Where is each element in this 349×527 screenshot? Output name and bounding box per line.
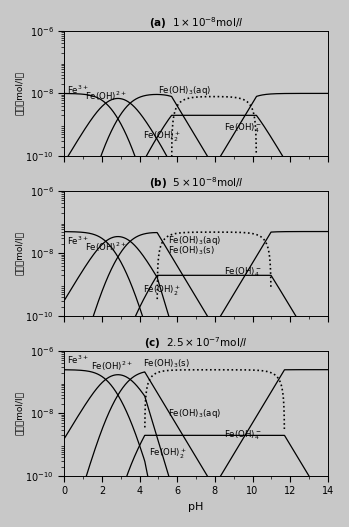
Text: $\mathrm{Fe(OH)_2^+}$: $\mathrm{Fe(OH)_2^+}$ bbox=[143, 284, 181, 298]
Text: $\mathrm{Fe(OH)}^{2+}$: $\mathrm{Fe(OH)}^{2+}$ bbox=[85, 90, 127, 103]
Text: $\mathrm{Fe(OH)_4^-}$: $\mathrm{Fe(OH)_4^-}$ bbox=[224, 428, 262, 442]
Y-axis label: 濃度（mol/l）: 濃度（mol/l） bbox=[15, 71, 24, 115]
Text: $\mathrm{Fe(OH)_4^-}$: $\mathrm{Fe(OH)_4^-}$ bbox=[224, 121, 262, 134]
Title: $\bf{(b)}$  $5\times10^{-8}$mol$/l$: $\bf{(b)}$ $5\times10^{-8}$mol$/l$ bbox=[149, 175, 244, 191]
Text: $\mathrm{Fe(OH)_3(s)}$: $\mathrm{Fe(OH)_3(s)}$ bbox=[143, 357, 190, 369]
Text: $\mathrm{Fe(OH)_2^+}$: $\mathrm{Fe(OH)_2^+}$ bbox=[143, 130, 181, 144]
Text: $\mathrm{Fe(OH)}^{2+}$: $\mathrm{Fe(OH)}^{2+}$ bbox=[91, 360, 133, 373]
Text: $\mathrm{Fe}^{3+}$: $\mathrm{Fe}^{3+}$ bbox=[67, 84, 89, 96]
Text: $\mathrm{Fe(OH)_3(aq)}$: $\mathrm{Fe(OH)_3(aq)}$ bbox=[168, 407, 221, 420]
Title: $\bf{(a)}$  $1\times10^{-8}$mol$/l$: $\bf{(a)}$ $1\times10^{-8}$mol$/l$ bbox=[149, 15, 243, 31]
Text: $\mathrm{Fe(OH)}^{2+}$: $\mathrm{Fe(OH)}^{2+}$ bbox=[85, 240, 127, 254]
Text: $\mathrm{Fe(OH)_3(s)}$: $\mathrm{Fe(OH)_3(s)}$ bbox=[168, 244, 215, 257]
Title: $\bf{(c)}$  $2.5\times10^{-7}$mol$/l$: $\bf{(c)}$ $2.5\times10^{-7}$mol$/l$ bbox=[144, 335, 248, 351]
Text: $\mathrm{Fe}^{3+}$: $\mathrm{Fe}^{3+}$ bbox=[67, 235, 89, 247]
Text: $\mathrm{Fe}^{3+}$: $\mathrm{Fe}^{3+}$ bbox=[67, 354, 89, 366]
Y-axis label: 濃度（mol/l）: 濃度（mol/l） bbox=[15, 392, 24, 435]
Text: $\mathrm{Fe(OH)_4^-}$: $\mathrm{Fe(OH)_4^-}$ bbox=[224, 266, 262, 279]
Y-axis label: 濃度（mol/l）: 濃度（mol/l） bbox=[15, 231, 24, 276]
Text: $\mathrm{Fe(OH)_3(aq)}$: $\mathrm{Fe(OH)_3(aq)}$ bbox=[168, 235, 221, 247]
Text: $\mathrm{Fe(OH)_2^+}$: $\mathrm{Fe(OH)_2^+}$ bbox=[149, 447, 187, 461]
X-axis label: pH: pH bbox=[188, 502, 204, 512]
Text: $\mathrm{Fe(OH)_3(aq)}$: $\mathrm{Fe(OH)_3(aq)}$ bbox=[158, 84, 211, 97]
